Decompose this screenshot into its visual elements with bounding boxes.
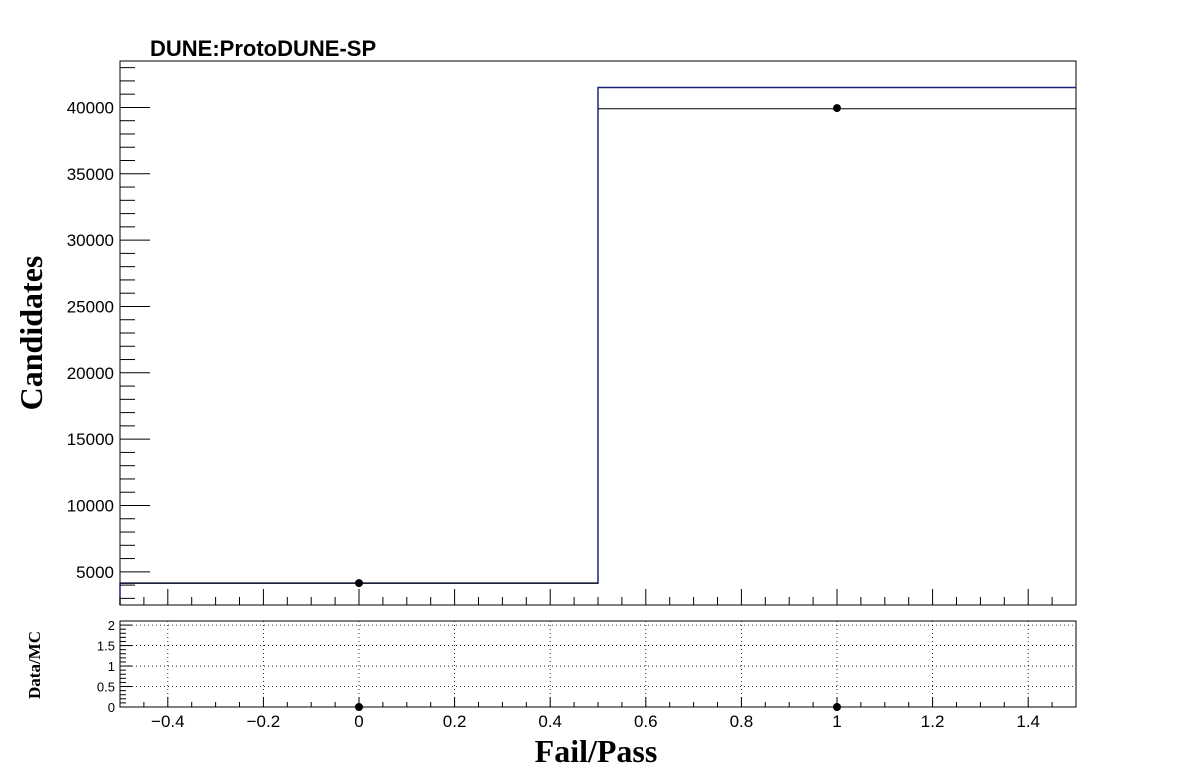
x-tick-label: −0.2 [247,607,281,626]
y-tick-label: 35000 [67,165,114,184]
x-tick-label: −0.4 [151,607,185,626]
y-tick-label: 40000 [67,98,114,117]
main-x-tick-labels: −0.4 −0.2 0 0.2 0.4 0.6 0.8 1 1.2 1.4 [151,607,1040,626]
data-point [355,579,363,588]
x-axis-title: Fail/Pass [535,733,658,769]
ratio-y-tick-label: 0.5 [97,680,115,695]
y-tick-label: 5000 [76,563,114,582]
main-y-axis-title: Candidates [13,256,49,411]
x-tick-label: 0.6 [634,607,658,626]
y-tick-label: 30000 [67,231,114,250]
ratio-x-tick-label: 0 [354,712,363,731]
x-tick-label: 0.2 [443,607,467,626]
ratio-x-tick-label: −0.2 [247,712,281,731]
ratio-y-tick-label: 2 [108,618,115,633]
chart-title: DUNE:ProtoDUNE-SP [150,36,376,61]
x-tick-label: 1.4 [1016,607,1040,626]
ratio-y-tick-label: 0 [108,700,115,715]
main-panel: 5000 10000 15000 20000 25000 30000 35000 40000 −… [67,60,1077,626]
x-tick-label: 0.4 [538,607,562,626]
ratio-x-tick-label: 0.6 [634,712,658,731]
y-tick-label: 25000 [67,297,114,316]
ratio-x-tick-label: 0.4 [538,712,562,731]
ratio-y-tick-label: 1.5 [97,639,115,654]
x-tick-label: 0 [354,607,363,626]
x-tick-label: 0.8 [730,607,754,626]
ratio-point [355,703,363,711]
ratio-y-axis-title: Data/MC [25,631,44,699]
ratio-x-tick-label: 0.8 [730,712,754,731]
data-point [833,104,841,113]
ratio-panel: 0 0.5 1 1.5 2 −0.4 −0.2 0 0.2 0.4 0.6 0.8 1 1.2 1.4 [97,618,1077,731]
ratio-x-tick-label: −0.4 [151,712,185,731]
x-tick-label: 1 [832,607,841,626]
ratio-x-tick-label: 1 [832,712,841,731]
ratio-y-tick-label: 1 [108,659,115,674]
ratio-x-tick-label: 1.4 [1016,712,1040,731]
x-tick-label: 1.2 [921,607,945,626]
ratio-point [833,703,841,711]
mc-stack-histogram [119,86,1076,605]
y-tick-label: 15000 [67,430,114,449]
y-tick-label: 20000 [67,364,114,383]
y-tick-label: 10000 [67,496,114,515]
ratio-x-tick-label: 1.2 [921,712,945,731]
ratio-x-tick-label: 0.2 [443,712,467,731]
